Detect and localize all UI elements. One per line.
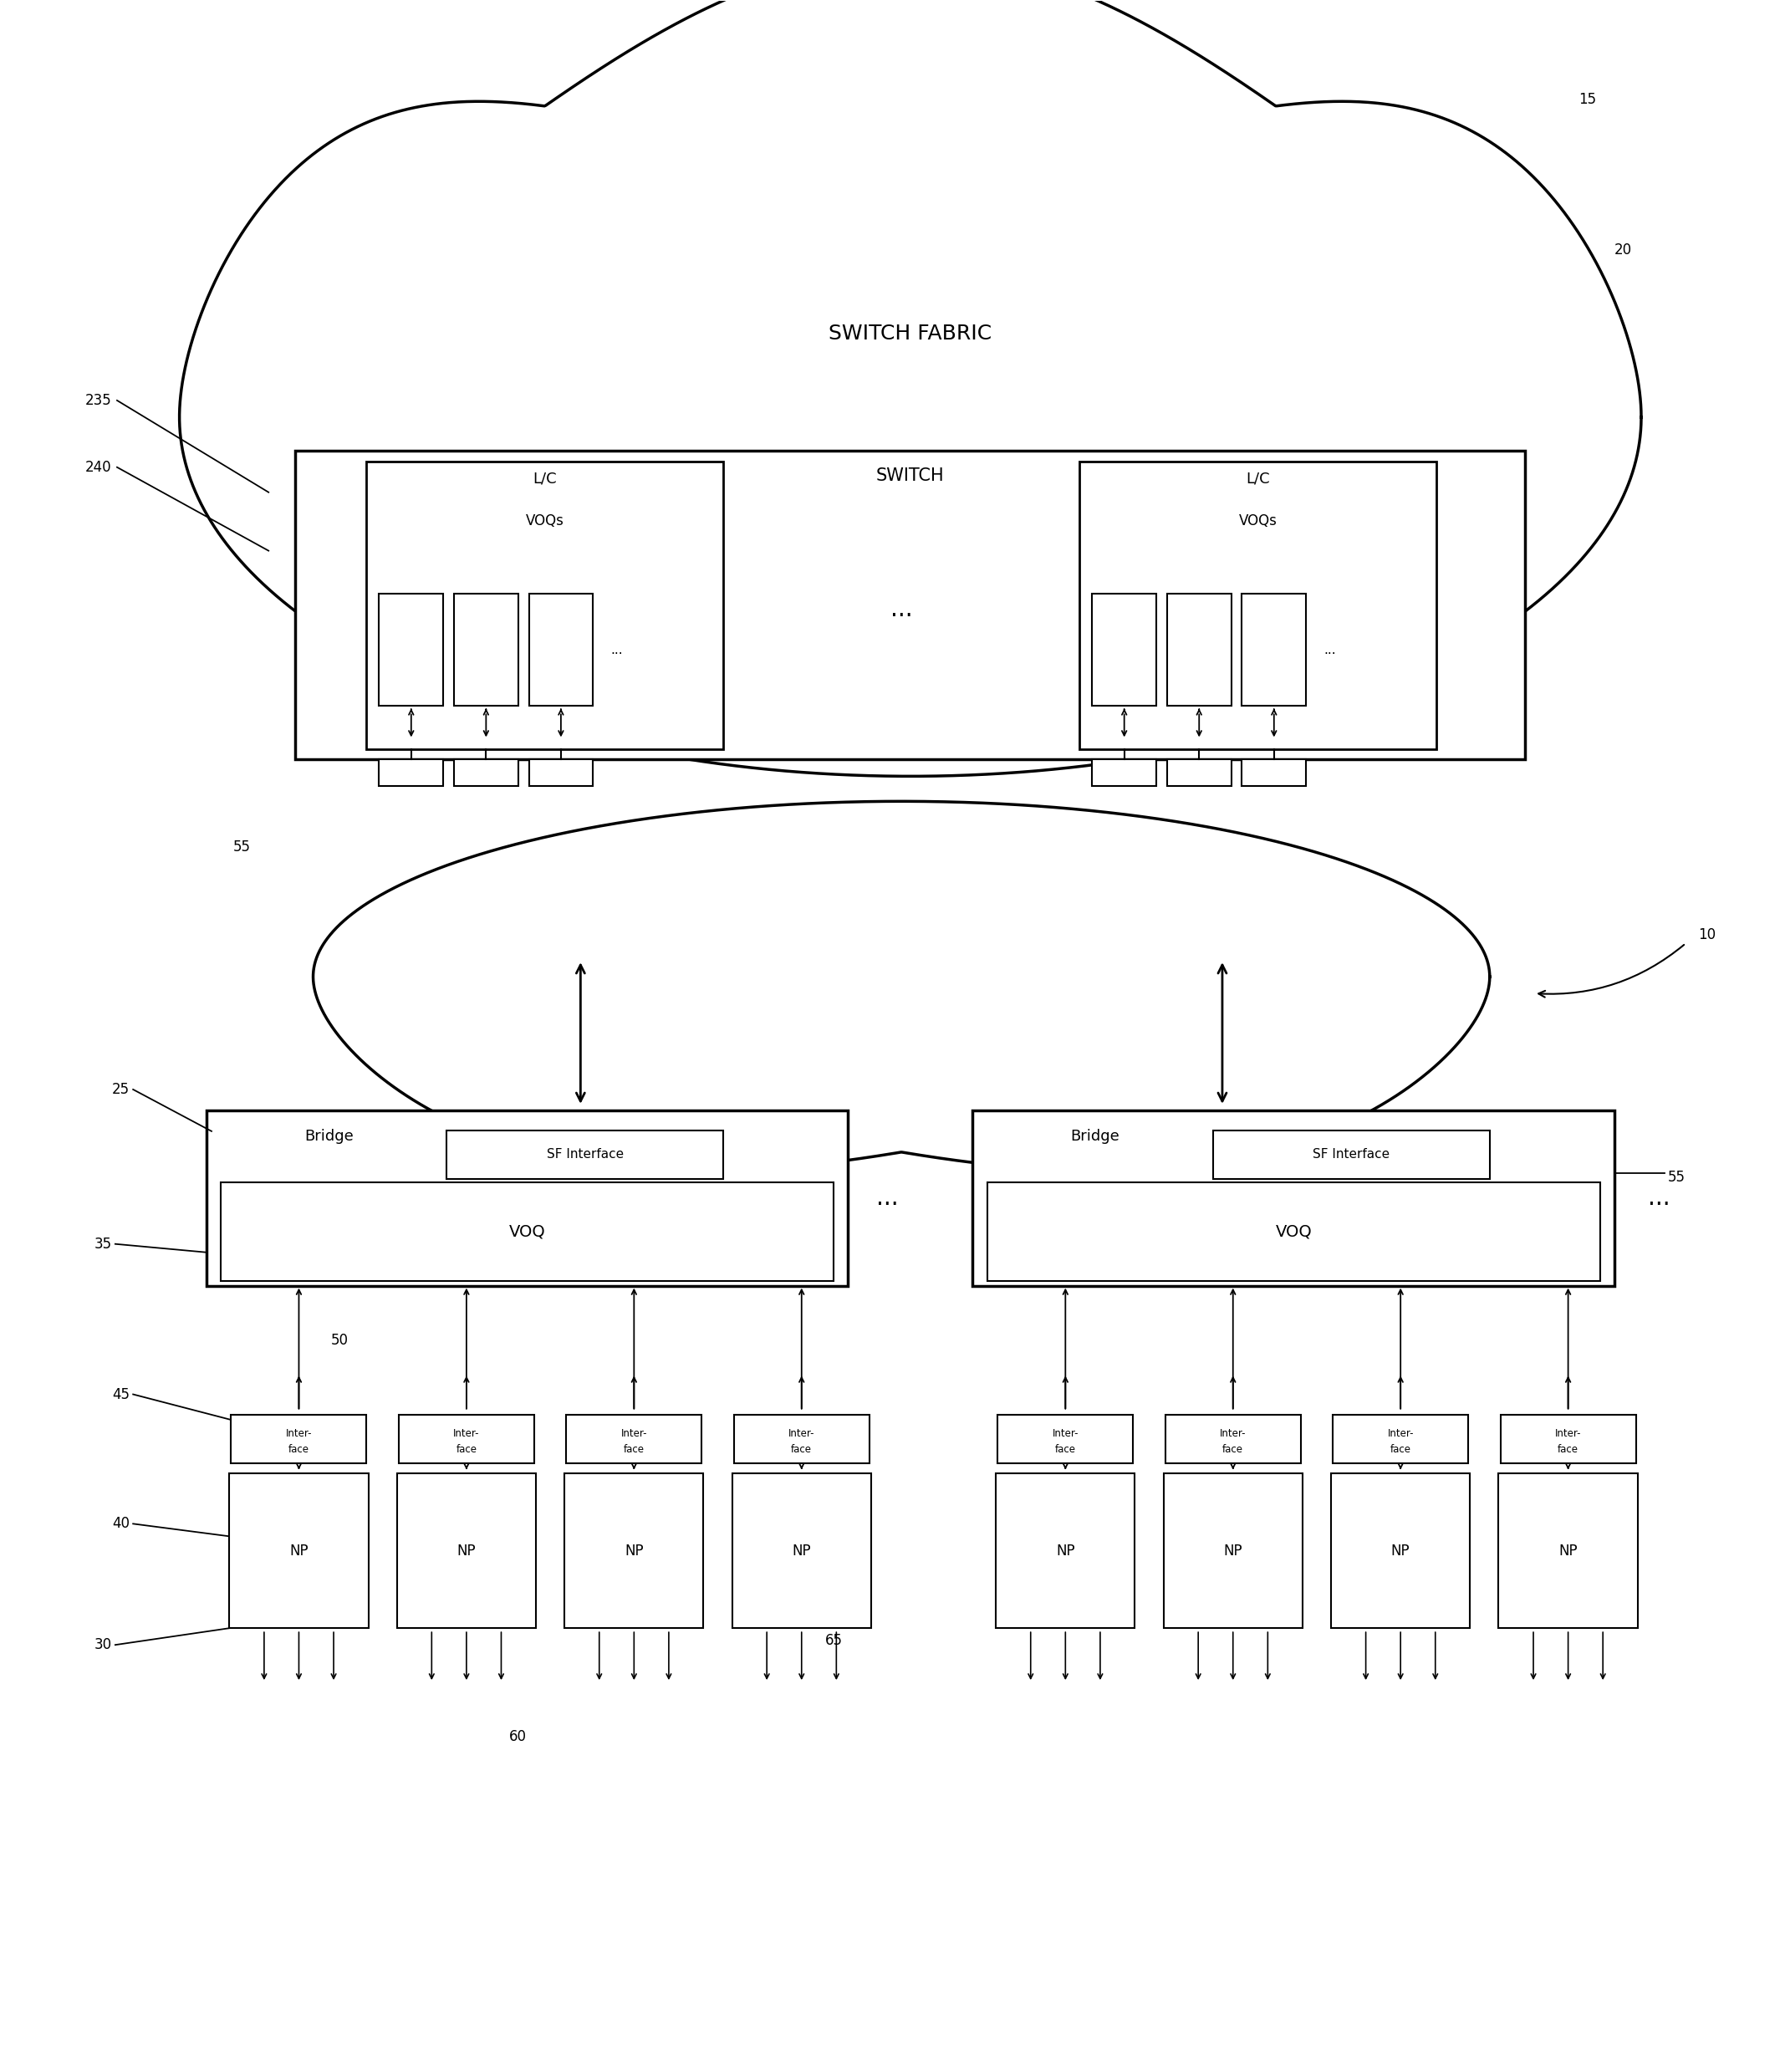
FancyBboxPatch shape	[446, 1131, 723, 1179]
FancyBboxPatch shape	[566, 1415, 702, 1463]
Text: VOQ: VOQ	[1274, 1222, 1312, 1239]
Text: face: face	[455, 1444, 477, 1455]
Text: 15: 15	[1578, 91, 1596, 108]
Text: NP: NP	[625, 1544, 643, 1558]
Text: face: face	[1558, 1444, 1578, 1455]
FancyBboxPatch shape	[1092, 760, 1157, 785]
Text: Inter-: Inter-	[1219, 1428, 1246, 1438]
Text: SWITCH: SWITCH	[876, 466, 944, 485]
Text: NP: NP	[457, 1544, 477, 1558]
FancyBboxPatch shape	[528, 760, 593, 785]
FancyBboxPatch shape	[1499, 1473, 1637, 1629]
Text: SWITCH FABRIC: SWITCH FABRIC	[828, 323, 992, 344]
FancyBboxPatch shape	[396, 1473, 536, 1629]
Text: 30: 30	[95, 1637, 112, 1651]
Text: ...: ...	[1324, 644, 1337, 657]
FancyBboxPatch shape	[1214, 1131, 1490, 1179]
Text: face: face	[623, 1444, 644, 1455]
Text: NP: NP	[289, 1544, 309, 1558]
Text: ...: ...	[876, 1187, 898, 1210]
FancyBboxPatch shape	[1501, 1415, 1635, 1463]
Text: face: face	[289, 1444, 309, 1455]
Text: VOQs: VOQs	[1239, 514, 1276, 528]
FancyBboxPatch shape	[1080, 462, 1437, 750]
Text: 10: 10	[1698, 928, 1715, 943]
Text: 60: 60	[509, 1730, 527, 1745]
FancyBboxPatch shape	[996, 1473, 1135, 1629]
Text: face: face	[1223, 1444, 1244, 1455]
Text: 35: 35	[95, 1237, 112, 1251]
FancyBboxPatch shape	[1242, 593, 1307, 707]
FancyBboxPatch shape	[528, 593, 593, 707]
Text: Inter-: Inter-	[1051, 1428, 1078, 1438]
Text: L/C: L/C	[534, 472, 557, 487]
Text: Inter-: Inter-	[1555, 1428, 1582, 1438]
FancyBboxPatch shape	[1167, 593, 1232, 707]
FancyBboxPatch shape	[1333, 1415, 1469, 1463]
Text: SF Interface: SF Interface	[1314, 1148, 1391, 1160]
Text: NP: NP	[793, 1544, 810, 1558]
FancyBboxPatch shape	[1092, 593, 1157, 707]
Text: Bridge: Bridge	[303, 1129, 353, 1144]
FancyBboxPatch shape	[1332, 1473, 1471, 1629]
FancyBboxPatch shape	[987, 1183, 1599, 1280]
FancyBboxPatch shape	[1167, 760, 1232, 785]
FancyBboxPatch shape	[378, 593, 443, 707]
FancyBboxPatch shape	[732, 1473, 871, 1629]
FancyBboxPatch shape	[378, 760, 443, 785]
FancyBboxPatch shape	[366, 462, 723, 750]
FancyBboxPatch shape	[453, 760, 518, 785]
Text: ...: ...	[1648, 1187, 1671, 1210]
FancyBboxPatch shape	[207, 1111, 848, 1287]
Text: 25: 25	[112, 1082, 130, 1096]
FancyBboxPatch shape	[230, 1415, 366, 1463]
Text: Inter-: Inter-	[621, 1428, 648, 1438]
Text: 55: 55	[1667, 1169, 1685, 1185]
FancyBboxPatch shape	[295, 450, 1526, 760]
Text: face: face	[1055, 1444, 1076, 1455]
Text: 65: 65	[825, 1633, 843, 1647]
Text: ...: ...	[610, 644, 623, 657]
Text: NP: NP	[1057, 1544, 1075, 1558]
FancyBboxPatch shape	[973, 1111, 1614, 1287]
Text: NP: NP	[1391, 1544, 1410, 1558]
Text: SF Interface: SF Interface	[546, 1148, 623, 1160]
Text: VOQ: VOQ	[509, 1222, 546, 1239]
FancyBboxPatch shape	[998, 1415, 1133, 1463]
FancyBboxPatch shape	[220, 1183, 834, 1280]
Text: NP: NP	[1223, 1544, 1242, 1558]
Text: VOQs: VOQs	[527, 514, 564, 528]
FancyBboxPatch shape	[564, 1473, 703, 1629]
Text: face: face	[1391, 1444, 1410, 1455]
Text: 50: 50	[330, 1332, 348, 1347]
Text: Inter-: Inter-	[1387, 1428, 1414, 1438]
Text: 45: 45	[112, 1386, 130, 1403]
FancyBboxPatch shape	[398, 1415, 534, 1463]
FancyBboxPatch shape	[1164, 1473, 1303, 1629]
Text: NP: NP	[1558, 1544, 1578, 1558]
Text: 55: 55	[232, 839, 250, 856]
Text: face: face	[791, 1444, 812, 1455]
Text: Inter-: Inter-	[789, 1428, 814, 1438]
Text: Inter-: Inter-	[453, 1428, 480, 1438]
FancyBboxPatch shape	[734, 1415, 869, 1463]
Text: Inter-: Inter-	[286, 1428, 312, 1438]
Text: 20: 20	[1614, 242, 1631, 257]
FancyBboxPatch shape	[228, 1473, 368, 1629]
Text: L/C: L/C	[1246, 472, 1269, 487]
Text: Bridge: Bridge	[1071, 1129, 1119, 1144]
FancyBboxPatch shape	[1166, 1415, 1301, 1463]
FancyBboxPatch shape	[1242, 760, 1307, 785]
Text: ...: ...	[891, 597, 912, 622]
Text: 40: 40	[112, 1517, 130, 1531]
Text: 235: 235	[86, 394, 112, 408]
FancyBboxPatch shape	[453, 593, 518, 707]
Text: 240: 240	[86, 460, 112, 474]
